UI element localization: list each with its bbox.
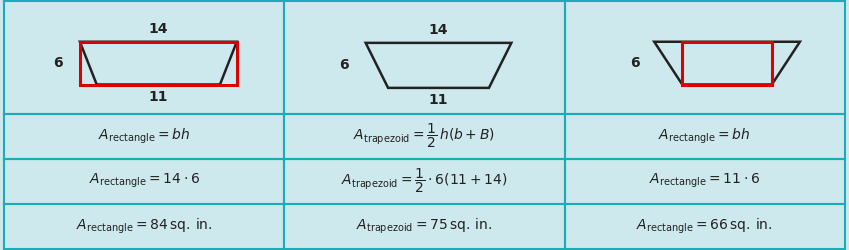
- Text: 11: 11: [429, 94, 448, 108]
- Text: 6: 6: [340, 58, 349, 72]
- Text: $A_{\mathrm{trapezoid}} = \dfrac{1}{2}\,h(b + B)$: $A_{\mathrm{trapezoid}} = \dfrac{1}{2}\,…: [353, 122, 496, 150]
- Text: 6: 6: [53, 56, 63, 70]
- Text: $A_{\mathrm{rectangle}} = 14 \cdot 6$: $A_{\mathrm{rectangle}} = 14 \cdot 6$: [89, 172, 200, 191]
- Text: $A_{\mathrm{trapezoid}} = 75\,\mathrm{sq.\,in.}$: $A_{\mathrm{trapezoid}} = 75\,\mathrm{sq…: [357, 216, 492, 236]
- Text: $A_{\mathrm{rectangle}} = bh$: $A_{\mathrm{rectangle}} = bh$: [98, 126, 190, 146]
- Text: 14: 14: [149, 22, 168, 36]
- Text: 6: 6: [631, 56, 640, 70]
- Text: $A_{\mathrm{trapezoid}} = \dfrac{1}{2} \cdot 6(11 + 14)$: $A_{\mathrm{trapezoid}} = \dfrac{1}{2} \…: [341, 167, 508, 196]
- Text: $A_{\mathrm{rectangle}} = 84\,\mathrm{sq.\,in.}$: $A_{\mathrm{rectangle}} = 84\,\mathrm{sq…: [76, 216, 212, 236]
- Text: $A_{\mathrm{rectangle}} = 66\,\mathrm{sq.\,in.}$: $A_{\mathrm{rectangle}} = 66\,\mathrm{sq…: [637, 216, 773, 236]
- Text: 11: 11: [149, 90, 168, 104]
- Text: 14: 14: [429, 23, 448, 37]
- Text: $A_{\mathrm{rectangle}} = bh$: $A_{\mathrm{rectangle}} = bh$: [659, 126, 751, 146]
- Text: $A_{\mathrm{rectangle}} = 11 \cdot 6$: $A_{\mathrm{rectangle}} = 11 \cdot 6$: [649, 172, 760, 191]
